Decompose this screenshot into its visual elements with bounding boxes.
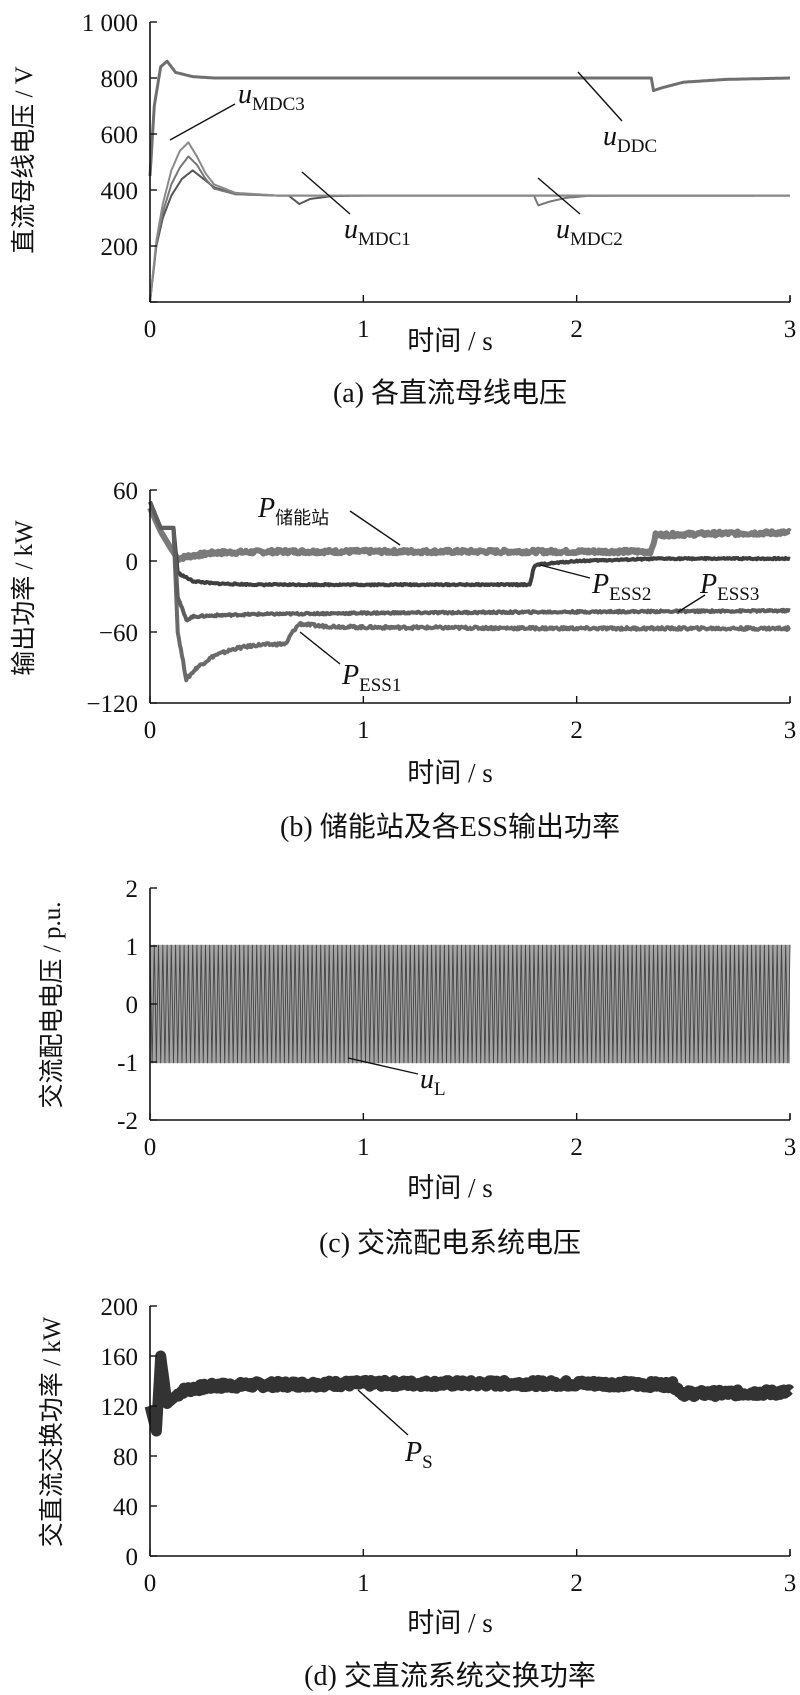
annotation-leader [539, 564, 591, 579]
x-tick-label: 3 [784, 717, 797, 744]
y-tick-label: 1 000 [82, 10, 138, 37]
x-tick-label: 1 [357, 316, 370, 343]
series-label-uMDC2: uMDC2 [556, 214, 623, 250]
y-tick-label: 1 [126, 934, 139, 961]
series-line-uMDC1 [149, 169, 790, 303]
series-line-PESS2 [148, 501, 791, 588]
y-tick-label: 40 [113, 1494, 138, 1521]
x-tick-label: 0 [144, 316, 157, 343]
annotation-leader [349, 510, 401, 546]
y-tick-label: 120 [101, 1394, 139, 1421]
x-axis-label: 时间 / s [407, 326, 493, 356]
y-tick-label: 600 [101, 122, 139, 149]
series-line-P储能站 [147, 506, 792, 563]
chart-panel-b: −120 −60 0 60 0 1 2 3 输出功率 / kW 时间 / s (b) 储能站及各ES… [10, 478, 796, 843]
series-line-PESS1 [148, 501, 791, 683]
series-line-uMDC3 [149, 141, 790, 303]
annotation-leader [537, 177, 581, 215]
chart-panel-c: -2 -1 0 1 2 0 1 2 3 交流配电电压 / p.u. 时间 / s (c) 交流配电系统… [38, 876, 796, 1259]
series-label-PS: PS [404, 1437, 433, 1473]
panel-caption: (c) 交流配电系统电压 [319, 1227, 581, 1259]
y-tick-label: 2 [126, 876, 139, 903]
y-tick-label: 80 [113, 1444, 138, 1471]
y-axis-label: 直流母线电压 / V [10, 66, 38, 254]
x-tick-label: 3 [784, 1570, 797, 1597]
x-axis-label: 时间 / s [407, 1608, 493, 1638]
x-tick-label: 0 [144, 1570, 157, 1597]
series-label-uMDC3: uMDC3 [238, 79, 305, 115]
y-tick-label: 200 [101, 1294, 139, 1321]
series-line-uL [149, 944, 791, 1064]
y-axis-label: 输出功率 / kW [10, 520, 38, 676]
panel-caption: (b) 储能站及各ESS输出功率 [280, 811, 620, 843]
series-label-PESS2: PESS2 [591, 569, 651, 605]
x-tick-label: 0 [144, 1134, 157, 1161]
panel-caption: (a) 各直流母线电压 [333, 377, 567, 409]
x-tick-label: 0 [144, 717, 157, 744]
series-label-uL: uL [420, 1064, 446, 1100]
series-line-uDDC [148, 59, 791, 177]
panel-caption: (d) 交直流系统交换功率 [304, 1660, 596, 1692]
annotation-leader [347, 1057, 419, 1075]
y-tick-label: 800 [101, 66, 139, 93]
y-tick-label: 160 [101, 1344, 139, 1371]
chart-panel-d: 0 40 80 120 160 200 0 1 2 3 交直流交换功率 / kW 时间 / s (d) … [38, 1294, 796, 1692]
annotation-leader [677, 594, 706, 613]
y-tick-label: 400 [101, 178, 139, 205]
x-tick-label: 1 [357, 717, 370, 744]
y-tick-label: 60 [113, 478, 138, 505]
y-tick-label: 0 [126, 1544, 139, 1571]
y-tick-label: 200 [101, 234, 139, 261]
series-label-uDDC: uDDC [603, 121, 657, 157]
series-label-PESS3: PESS3 [699, 569, 759, 605]
x-tick-label: 2 [570, 1134, 583, 1161]
series-line-PS [144, 1350, 795, 1437]
annotation-leader [299, 631, 341, 665]
x-tick-label: 2 [570, 316, 583, 343]
x-tick-label: 1 [357, 1570, 370, 1597]
y-axis-label: 交流配电电压 / p.u. [38, 902, 66, 1109]
y-tick-label: −120 [86, 691, 138, 718]
y-tick-label: -1 [117, 1050, 138, 1077]
series-label-uMDC1: uMDC1 [344, 214, 411, 250]
x-tick-label: 3 [784, 316, 797, 343]
series-label-P储能站: P储能站 [257, 493, 329, 528]
series-line-PESS3 [148, 501, 791, 623]
y-axis-label: 交直流交换功率 / kW [38, 1316, 66, 1547]
series-label-PESS1: PESS1 [341, 660, 401, 696]
chart-panel-a: 200 400 600 800 1 000 0 1 2 3 直流母线电压 / V 时间 / s (a)… [10, 10, 796, 409]
y-tick-label: −60 [99, 620, 138, 647]
annotation-leader [301, 171, 351, 215]
x-axis-label: 时间 / s [407, 1173, 493, 1203]
annotation-leader [577, 71, 623, 122]
y-tick-label: 0 [126, 549, 139, 576]
x-tick-label: 2 [570, 1570, 583, 1597]
x-tick-label: 2 [570, 717, 583, 744]
y-tick-label: -2 [117, 1108, 138, 1135]
y-tick-label: 0 [126, 992, 139, 1019]
annotation-leader [169, 103, 236, 141]
annotation-leader [357, 1389, 409, 1436]
x-tick-label: 3 [784, 1134, 797, 1161]
x-tick-label: 1 [357, 1134, 370, 1161]
series-line-uMDC2 [149, 155, 790, 303]
x-axis-label: 时间 / s [407, 758, 493, 788]
